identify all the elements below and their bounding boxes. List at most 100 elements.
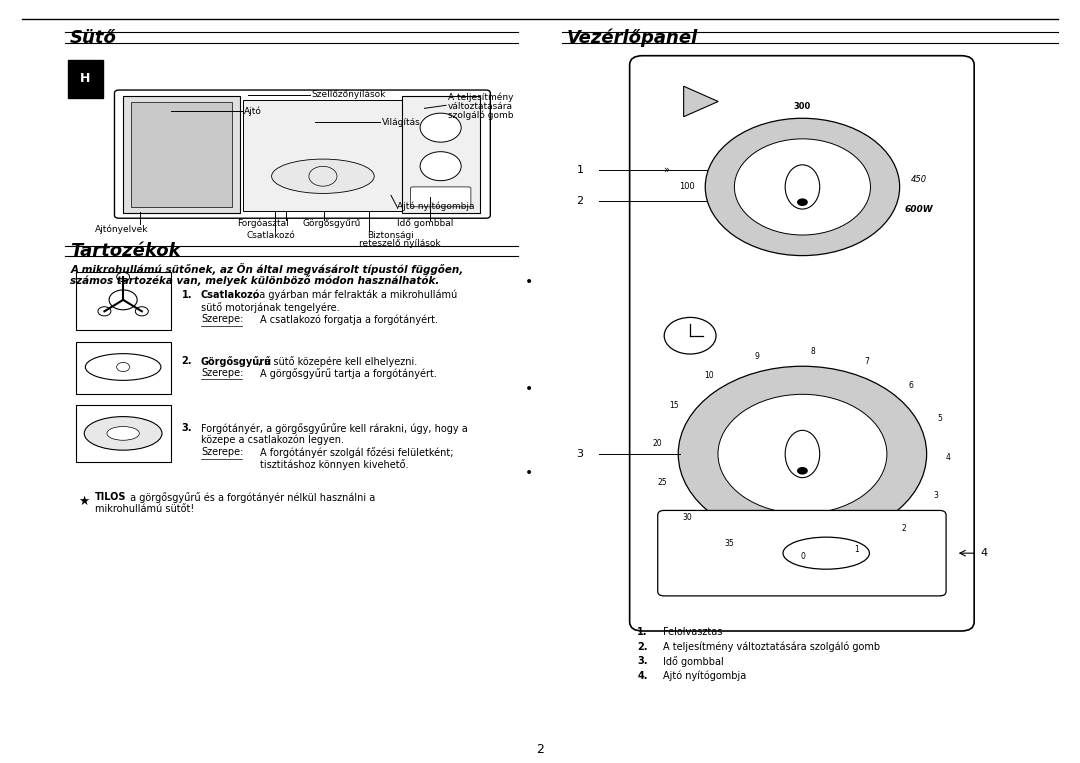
Ellipse shape — [785, 430, 820, 478]
Text: 2: 2 — [536, 742, 544, 756]
Text: A teljesítmény változtatására szolgáló gomb: A teljesítmény változtatására szolgáló g… — [663, 642, 880, 652]
Text: 600W: 600W — [905, 205, 934, 214]
Text: 3.: 3. — [181, 423, 192, 433]
Text: Forgótányér, a görgősgyűrűre kell rárakni, úgy, hogy a: Forgótányér, a görgősgyűrűre kell rárakn… — [201, 423, 468, 433]
Text: 2.: 2. — [637, 642, 648, 652]
Text: 25: 25 — [658, 478, 667, 487]
Text: 15: 15 — [669, 401, 678, 410]
Text: , a sütő közepére kell elhelyezni.: , a sütő közepére kell elhelyezni. — [258, 356, 417, 366]
Text: Szerepe:: Szerepe: — [201, 314, 243, 324]
Text: Biztonsági: Biztonsági — [367, 230, 414, 240]
Text: 4.: 4. — [637, 671, 648, 681]
Ellipse shape — [84, 417, 162, 450]
Text: , a gyárban már felrakták a mikrohullámú: , a gyárban már felrakták a mikrohullámú — [253, 290, 457, 301]
Text: sütő motorjának tengelyére.: sütő motorjának tengelyére. — [201, 302, 339, 313]
Text: A forgótányér szolgál főzési felületként;: A forgótányér szolgál főzési felületként… — [260, 447, 454, 458]
Circle shape — [420, 113, 461, 142]
Text: 0: 0 — [800, 552, 805, 562]
Circle shape — [135, 307, 148, 316]
Text: Vezérlőpanel: Vezérlőpanel — [567, 29, 699, 47]
Text: Ajtó nyítógombja: Ajtó nyítógombja — [663, 671, 746, 681]
Text: 9: 9 — [755, 352, 760, 361]
FancyBboxPatch shape — [76, 405, 171, 462]
Text: 7: 7 — [864, 357, 868, 366]
Text: A teljesítmény: A teljesítmény — [448, 92, 514, 101]
Text: Ajtónyelvek: Ajtónyelvek — [95, 224, 149, 233]
Text: Idő gombbal: Idő gombbal — [663, 656, 724, 667]
Text: változtatására: változtatására — [448, 101, 513, 111]
Text: A görgősgyűrű tartja a forgótányért.: A görgősgyűrű tartja a forgótányért. — [260, 368, 437, 378]
FancyBboxPatch shape — [410, 187, 471, 207]
Text: •: • — [525, 275, 534, 289]
Text: Szellőzőnyílások: Szellőzőnyílások — [311, 90, 386, 99]
Text: Szerepe:: Szerepe: — [201, 368, 243, 378]
Text: 2: 2 — [577, 195, 583, 206]
Text: 2: 2 — [902, 523, 906, 533]
Text: Sütő: Sütő — [70, 29, 117, 47]
Circle shape — [98, 307, 111, 316]
Text: 1.: 1. — [637, 627, 648, 637]
Text: Ajtó nyítógombja: Ajtó nyítógombja — [397, 201, 475, 211]
Text: 6: 6 — [908, 381, 914, 390]
Text: Idő gombbal: Idő gombbal — [397, 219, 454, 228]
Polygon shape — [684, 86, 718, 117]
Text: Görgősgyűrű: Görgősgyűrű — [302, 219, 361, 228]
Text: 30: 30 — [683, 513, 692, 522]
FancyBboxPatch shape — [243, 100, 403, 211]
Text: »: » — [663, 165, 670, 175]
Ellipse shape — [783, 537, 869, 569]
Circle shape — [797, 198, 808, 206]
Text: számos tartozéka van, melyek különböző módon használhatók.: számos tartozéka van, melyek különböző m… — [70, 275, 440, 285]
Text: 3.: 3. — [637, 656, 648, 666]
Text: 4: 4 — [981, 548, 988, 559]
FancyBboxPatch shape — [131, 102, 232, 207]
Text: 450: 450 — [910, 175, 927, 184]
Text: 3: 3 — [933, 491, 939, 501]
Text: Forgóasztal: Forgóasztal — [238, 219, 289, 228]
Text: 1.: 1. — [181, 290, 192, 300]
Text: 10: 10 — [704, 371, 714, 379]
Text: Görgősgyűrű: Görgősgyűrű — [201, 356, 272, 366]
FancyBboxPatch shape — [123, 96, 240, 213]
FancyBboxPatch shape — [658, 510, 946, 596]
Text: •: • — [525, 382, 534, 396]
Circle shape — [797, 467, 808, 475]
Text: 2.: 2. — [181, 356, 192, 365]
Text: A csatlakozó forgatja a forgótányért.: A csatlakozó forgatja a forgótányért. — [260, 314, 438, 325]
FancyBboxPatch shape — [402, 96, 480, 213]
Circle shape — [734, 139, 870, 235]
Text: Szerepe:: Szerepe: — [201, 447, 243, 457]
Text: A mikrohullámú sütőnek, az Ön által megvásárolt típustól függően,: A mikrohullámú sütőnek, az Ön által megv… — [70, 263, 463, 275]
Text: 1: 1 — [577, 165, 583, 175]
Circle shape — [718, 394, 887, 513]
Text: Világítás: Világítás — [382, 118, 421, 127]
Text: 100: 100 — [678, 182, 694, 192]
Text: 35: 35 — [725, 539, 734, 548]
Text: 20: 20 — [652, 439, 662, 448]
FancyBboxPatch shape — [114, 90, 490, 218]
Text: 300: 300 — [794, 101, 811, 111]
Text: mikrohullámú sütőt!: mikrohullámú sütőt! — [95, 504, 194, 514]
Ellipse shape — [107, 427, 139, 440]
FancyBboxPatch shape — [630, 56, 974, 631]
Text: •: • — [525, 466, 534, 480]
FancyBboxPatch shape — [68, 60, 103, 98]
Text: reteszelő nyílások: reteszelő nyílások — [359, 239, 441, 248]
Circle shape — [420, 152, 461, 181]
Text: a görgősgyűrű és a forgótányér nélkül használni a: a görgősgyűrű és a forgótányér nélkül ha… — [127, 492, 376, 503]
Text: 5: 5 — [937, 414, 942, 423]
FancyBboxPatch shape — [76, 342, 171, 394]
FancyBboxPatch shape — [76, 272, 171, 330]
Circle shape — [117, 272, 130, 282]
Text: szolgáló gomb: szolgáló gomb — [448, 111, 514, 120]
Text: 4: 4 — [946, 453, 950, 462]
Text: 3: 3 — [577, 449, 583, 459]
Text: 1: 1 — [854, 545, 860, 554]
Text: Csatlakozó: Csatlakozó — [201, 290, 260, 300]
Text: Ajtó: Ajtó — [244, 107, 262, 116]
Text: 8: 8 — [810, 346, 815, 356]
Text: közepe a csatlakozón legyen.: közepe a csatlakozón legyen. — [201, 435, 343, 446]
Text: ★: ★ — [78, 494, 89, 508]
Text: Csatlakozó: Csatlakozó — [246, 230, 295, 240]
Text: TILOS: TILOS — [95, 492, 126, 503]
